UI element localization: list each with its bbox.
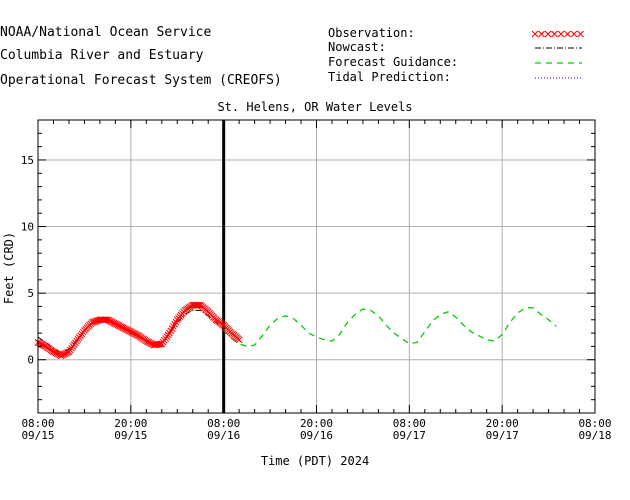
x-tick-label-time: 08:00 (578, 417, 611, 430)
x-axis-label: Time (PDT) 2024 (261, 454, 369, 468)
legend-observation-marker (551, 30, 558, 38)
x-tick-label-time: 08:00 (21, 417, 54, 430)
x-tick-label-time: 20:00 (114, 417, 147, 430)
grid (38, 120, 595, 413)
series-layer (34, 120, 557, 413)
legend-observation-sample (531, 30, 584, 38)
x-tick-label-time: 08:00 (393, 417, 426, 430)
ticks: 08:0009/1520:0009/1508:0009/1620:0009/16… (21, 119, 612, 442)
observation-point (102, 316, 110, 324)
x-tick-label-time: 20:00 (486, 417, 519, 430)
x-tick-label-time: 08:00 (207, 417, 240, 430)
legend-observation-marker (570, 30, 578, 38)
x-tick-label-date: 09/16 (300, 429, 333, 442)
x-tick-label-date: 09/17 (393, 429, 426, 442)
x-tick-label-date: 09/16 (207, 429, 240, 442)
legend-observation-marker (577, 30, 584, 38)
observation-markers (34, 301, 243, 360)
legend-observation-marker (557, 30, 565, 38)
chart-title: St. Helens, OR Water Levels (217, 100, 412, 114)
legend-observation-marker (564, 30, 571, 38)
header-line-3: Operational Forecast System (CREOFS) (0, 73, 282, 88)
y-tick-label: 10 (21, 221, 34, 234)
legend-samples (531, 30, 584, 79)
legend-observation-marker (538, 30, 545, 38)
y-tick-label: 15 (21, 154, 34, 167)
x-tick-label-time: 20:00 (300, 417, 333, 430)
observation-point (194, 301, 202, 309)
legend-observation-label: Observation: (328, 26, 415, 40)
legend-observation-marker (531, 30, 539, 38)
x-tick-label-date: 09/15 (21, 429, 54, 442)
forecast-guidance-line (223, 307, 557, 348)
legend-observation-marker (544, 30, 552, 38)
observation-point (235, 336, 243, 344)
x-tick-label-date: 09/18 (578, 429, 611, 442)
y-axis-label: Feet (CRD) (2, 232, 16, 304)
legend-tidal-label: Tidal Prediction: (328, 70, 451, 84)
header-line-1: NOAA/National Ocean Service (0, 25, 212, 40)
legend-nowcast-label: Nowcast: (328, 40, 386, 54)
header-line-2: Columbia River and Estuary (0, 48, 204, 63)
y-tick-label: 0 (27, 354, 34, 367)
x-tick-label-date: 09/17 (486, 429, 519, 442)
observation-point (155, 340, 163, 348)
legend-forecast-label: Forecast Guidance: (328, 55, 459, 69)
y-tick-label: 5 (27, 287, 34, 300)
x-tick-label-date: 09/15 (114, 429, 147, 442)
